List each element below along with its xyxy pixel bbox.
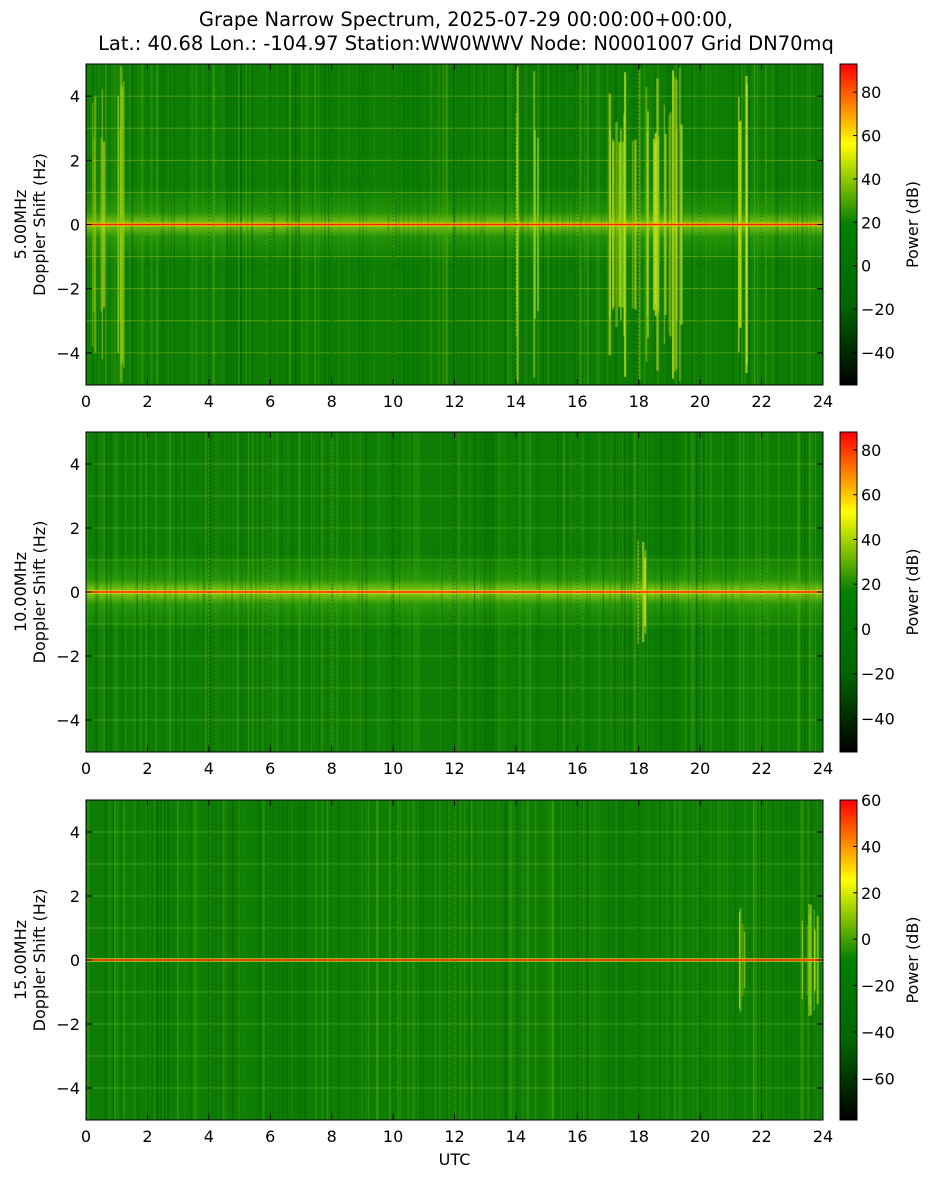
colorbar-tick-label: 80 (861, 441, 881, 460)
x-tick-label: 0 (81, 392, 91, 411)
x-tick-label: 10 (383, 759, 403, 778)
x-tick-label: 8 (327, 759, 337, 778)
y-tick-label: 2 (70, 887, 80, 906)
y-tick-label: 4 (70, 823, 80, 842)
x-axis-label: UTC (439, 1150, 471, 1169)
y-tick-label: −2 (56, 647, 80, 666)
x-tick-label: 18 (629, 1127, 649, 1146)
x-tick-label: 10 (383, 1127, 403, 1146)
y-tick-label: −2 (56, 280, 80, 299)
x-tick-label: 16 (567, 759, 587, 778)
x-tick-label: 20 (690, 759, 710, 778)
x-tick-label: 0 (81, 759, 91, 778)
x-tick-label: 20 (690, 1127, 710, 1146)
colorbar-tick-label: −20 (861, 665, 895, 684)
colorbar-tick-label: 20 (861, 213, 881, 232)
x-tick-label: 22 (751, 392, 771, 411)
y-tick-label: 0 (70, 583, 80, 602)
colorbar-tick-label: 20 (861, 575, 881, 594)
y-axis-label-line: Doppler Shift (Hz) (30, 153, 49, 296)
colorbar-tick-label: −60 (861, 1069, 895, 1088)
x-tick-label: 2 (142, 759, 152, 778)
y-axis-label-line: 15.00MHz (11, 920, 30, 1000)
x-tick-label: 18 (629, 392, 649, 411)
x-tick-label: 14 (506, 1127, 526, 1146)
y-axis-label: 5.00MHzDoppler Shift (Hz) (11, 153, 49, 296)
x-tick-label: 20 (690, 392, 710, 411)
x-tick-label: 0 (81, 1127, 91, 1146)
x-tick-label: 24 (813, 392, 833, 411)
x-tick-label: 4 (204, 759, 214, 778)
colorbar-tick-label: 0 (861, 930, 871, 949)
spectrogram-panel-3: 0 2 4 6 8 10 12 14 16 18 20 22 24−4−202415.00MHzDopp… (11, 791, 922, 1169)
x-tick-label: 2 (142, 392, 152, 411)
y-tick-label: 4 (70, 87, 80, 106)
y-axis-label: 10.00MHzDoppler Shift (Hz) (11, 521, 49, 664)
y-tick-label: −4 (56, 1079, 80, 1098)
colorbar-tick-label: −20 (861, 300, 895, 319)
colorbar-tick-label: 0 (861, 620, 871, 639)
y-axis-label-line: Doppler Shift (Hz) (30, 521, 49, 664)
y-axis-label-line: 5.00MHz (11, 190, 30, 260)
x-tick-label: 14 (506, 759, 526, 778)
colorbar-tick-label: −40 (861, 1023, 895, 1042)
colorbar-tick-label: −20 (861, 977, 895, 996)
x-tick-label: 4 (204, 1127, 214, 1146)
x-tick-label: 6 (265, 1127, 275, 1146)
x-tick-label: 8 (327, 392, 337, 411)
colorbar-tick-label: 40 (861, 837, 881, 856)
x-tick-label: 14 (506, 392, 526, 411)
colorbar-tick-label: −40 (861, 709, 895, 728)
x-tick-label: 16 (567, 1127, 587, 1146)
x-tick-label: 18 (629, 759, 649, 778)
x-tick-label: 12 (444, 1127, 464, 1146)
colorbar (839, 431, 858, 753)
x-tick-label: 6 (265, 759, 275, 778)
x-tick-label: 12 (444, 392, 464, 411)
x-tick-label: 8 (327, 1127, 337, 1146)
x-tick-label: 16 (567, 392, 587, 411)
colorbar-label: Power (dB) (903, 181, 922, 268)
y-tick-label: 4 (70, 455, 80, 474)
y-axis-label: 15.00MHzDoppler Shift (Hz) (11, 889, 49, 1032)
x-tick-label: 22 (751, 1127, 771, 1146)
y-tick-label: −4 (56, 344, 80, 363)
y-tick-label: −4 (56, 711, 80, 730)
colorbar-tick-label: 20 (861, 884, 881, 903)
x-tick-label: 4 (204, 392, 214, 411)
y-tick-label: 2 (70, 151, 80, 170)
y-axis-label-line: Doppler Shift (Hz) (30, 889, 49, 1032)
colorbar-tick-label: 80 (861, 83, 881, 102)
x-tick-label: 2 (142, 1127, 152, 1146)
chart-title-line-1: Grape Narrow Spectrum, 2025-07-29 00:00:… (198, 8, 734, 31)
x-tick-label: 10 (383, 392, 403, 411)
colorbar-tick-label: 40 (861, 530, 881, 549)
x-tick-label: 22 (751, 759, 771, 778)
y-axis-label-line: 10.00MHz (11, 552, 30, 632)
colorbar-tick-label: 60 (861, 486, 881, 505)
colorbar-label: Power (dB) (903, 916, 922, 1003)
x-tick-label: 6 (265, 392, 275, 411)
colorbar (839, 63, 858, 386)
colorbar-label: Power (dB) (903, 548, 922, 635)
y-tick-label: 0 (70, 951, 80, 970)
colorbar-tick-label: 40 (861, 170, 881, 189)
colorbar-tick-label: 60 (861, 127, 881, 146)
spectrogram-panel-1: 0 2 4 6 8 10 12 14 16 18 20 22 24−4−20245.00MHzDoppl… (11, 63, 922, 411)
colorbar (839, 799, 858, 1121)
spectrogram-panel-2: 0 2 4 6 8 10 12 14 16 18 20 22 24−4−202410.00MHzDopp… (11, 431, 922, 778)
chart-title-line-2: Lat.: 40.68 Lon.: -104.97 Station:WW0WWV… (98, 32, 834, 55)
colorbar-tick-label: −40 (861, 343, 895, 362)
colorbar-tick-label: 0 (861, 257, 871, 276)
y-tick-label: −2 (56, 1015, 80, 1034)
x-tick-label: 24 (813, 1127, 833, 1146)
x-tick-label: 12 (444, 759, 464, 778)
x-tick-label: 24 (813, 759, 833, 778)
y-tick-label: 2 (70, 519, 80, 538)
colorbar-tick-label: 60 (861, 791, 881, 810)
y-tick-label: 0 (70, 216, 80, 235)
